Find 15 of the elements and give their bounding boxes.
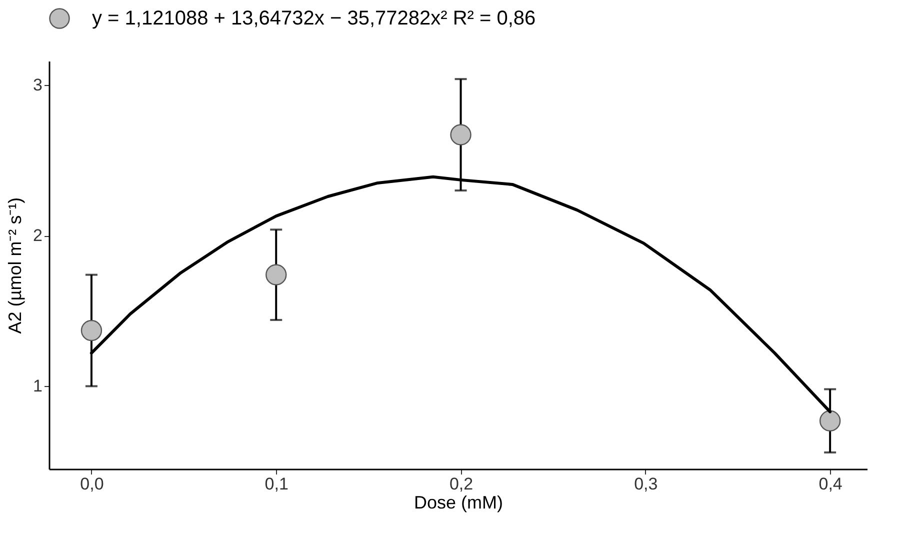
x-tick-label: 0,1 [264,474,288,494]
x-tick-label: 0,3 [634,474,658,494]
y-tick-label: 3 [33,76,42,95]
point [266,264,287,286]
point [819,410,841,432]
x-tick-label: 0,2 [449,474,474,494]
legend-label: y = 1,121088 + 13,64732x − 35,77282x² R² = 0,86 [92,8,536,30]
y-tick-label: 2 [33,226,42,246]
y-tick-label: 1 [33,376,42,396]
y-axis-title: A2 (µmol m⁻² s⁻¹) [5,197,26,334]
point [80,320,102,342]
x-tick-label: 0,0 [80,474,104,494]
x-tick-label: 0,4 [818,474,842,494]
x-axis-title: Dose (mM) [414,492,503,512]
point [450,124,472,146]
